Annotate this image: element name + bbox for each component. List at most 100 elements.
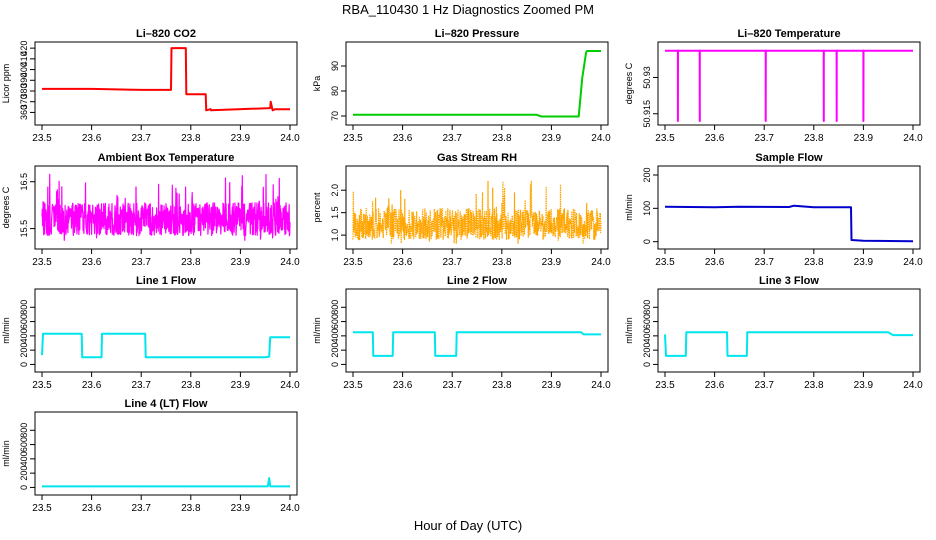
y-tick-label: 400 — [19, 451, 29, 466]
plot-frame — [345, 288, 609, 373]
x-tick-label: 23.7 — [131, 380, 151, 391]
y-tick-label: 200 — [19, 343, 29, 358]
plot-frame — [34, 165, 298, 250]
x-axis-label: Hour of Day (UTC) — [413, 518, 523, 533]
y-tick-label: 15.5 — [19, 220, 29, 238]
plot-frame — [345, 41, 609, 126]
chart-panel: Line 2 Flow 23.5 23.6 23.7 23.8 23.9 24.0 0 2004… — [312, 275, 611, 391]
x-tick-label: 23.7 — [131, 133, 151, 144]
chart-title: Line 2 Flow — [447, 275, 507, 287]
y-tick-label: 0 — [642, 362, 652, 367]
page-title: RBA_110430 1 Hz Diagnostics Zoomed PM — [342, 2, 594, 17]
x-tick-label: 23.6 — [393, 380, 413, 391]
x-tick-label: 23.8 — [492, 380, 512, 391]
x-tick-label: 23.5 — [343, 380, 363, 391]
data-series-line — [664, 331, 913, 357]
x-tick-label: 23.7 — [754, 380, 774, 391]
y-tick-label: 0 — [19, 362, 29, 367]
x-tick-label: 24.0 — [280, 133, 300, 144]
y-tick-label: 200 — [642, 167, 652, 182]
y-tick-label: 600 — [642, 314, 652, 329]
y-tick-label: 600 — [19, 437, 29, 452]
x-tick-label: 23.5 — [655, 380, 675, 391]
x-tick-label: 23.9 — [542, 380, 562, 391]
x-tick-label: 23.5 — [32, 380, 52, 391]
x-tick-label: 24.0 — [591, 380, 611, 391]
y-tick-label: 70 — [330, 111, 340, 121]
y-tick-label: 410 — [19, 51, 29, 66]
y-tick-label: 360 — [19, 105, 29, 120]
x-tick-label: 23.6 — [393, 257, 413, 268]
y-tick-label: 370 — [19, 94, 29, 109]
x-tick-label: 23.7 — [131, 257, 151, 268]
x-tick-label: 24.0 — [280, 503, 300, 514]
y-axis-label: ml/min — [312, 317, 322, 344]
x-tick-label: 23.6 — [82, 133, 102, 144]
x-tick-label: 23.9 — [231, 257, 251, 268]
x-tick-label: 23.8 — [181, 503, 201, 514]
x-tick-label: 23.6 — [82, 380, 102, 391]
x-tick-label: 23.5 — [655, 257, 675, 268]
x-tick-label: 23.8 — [804, 380, 824, 391]
y-tick-label: 400 — [19, 62, 29, 77]
y-tick-label: 400 — [19, 328, 29, 343]
x-tick-label: 23.8 — [804, 133, 824, 144]
data-series-line — [41, 173, 291, 241]
chart-panel: Ambient Box Temperature 23.5 23.6 23.7 23.8 2… — [1, 152, 300, 268]
x-tick-label: 23.5 — [343, 133, 363, 144]
x-tick-label: 23.9 — [231, 503, 251, 514]
chart-panel: Li–820 CO2 23.5 23.6 23.7 23.8 23.9 24.0 360370… — [1, 28, 300, 144]
y-tick-label: 50.93 — [642, 66, 652, 89]
x-tick-label: 23.9 — [854, 380, 874, 391]
chart-title: Ambient Box Temperature — [98, 152, 235, 164]
x-tick-label: 23.8 — [181, 133, 201, 144]
y-tick-label: 390 — [19, 73, 29, 88]
x-tick-label: 23.6 — [705, 133, 725, 144]
data-series-line — [352, 180, 602, 244]
chart-panel: Li–820 Temperature 23.5 23.6 23.7 23.8 23.9 24… — [624, 28, 923, 144]
chart-title: Gas Stream RH — [437, 152, 517, 164]
x-tick-label: 23.9 — [231, 133, 251, 144]
y-tick-label: 600 — [330, 314, 340, 329]
x-tick-label: 23.9 — [231, 380, 251, 391]
x-tick-label: 23.7 — [442, 257, 462, 268]
y-tick-label: 380 — [19, 83, 29, 98]
y-axis-label: ml/min — [624, 194, 634, 221]
chart-panel: Line 4 (LT) Flow 23.5 23.6 23.7 23.8 23.9 24.0… — [1, 398, 300, 514]
chart-panel: Sample Flow 23.5 23.6 23.7 23.8 23.9 24.0 0 100 2… — [624, 152, 923, 268]
x-tick-label: 24.0 — [591, 257, 611, 268]
x-tick-label: 23.6 — [393, 133, 413, 144]
chart-panel: Line 1 Flow 23.5 23.6 23.7 23.8 23.9 24.0 0 2004… — [1, 275, 300, 391]
y-axis-label: Licor ppm — [1, 64, 11, 104]
x-tick-label: 23.8 — [492, 257, 512, 268]
data-series-line — [41, 332, 290, 359]
y-tick-label: 50.915 — [642, 100, 652, 128]
chart-panel: Gas Stream RH 23.5 23.6 23.7 23.8 23.9 24.0 1.0… — [312, 152, 611, 268]
chart-title: Line 1 Flow — [136, 275, 196, 287]
x-tick-label: 23.7 — [131, 503, 151, 514]
y-tick-label: 400 — [642, 328, 652, 343]
x-tick-label: 23.7 — [442, 133, 462, 144]
x-tick-label: 24.0 — [280, 257, 300, 268]
chart-title: Line 3 Flow — [759, 275, 819, 287]
y-axis-label: ml/min — [1, 317, 11, 344]
x-tick-label: 23.9 — [542, 257, 562, 268]
y-tick-label: 90 — [330, 61, 340, 71]
x-tick-label: 23.7 — [754, 133, 774, 144]
x-tick-label: 23.9 — [854, 257, 874, 268]
chart-title: Line 4 (LT) Flow — [125, 398, 208, 410]
x-tick-label: 23.8 — [804, 257, 824, 268]
x-tick-label: 24.0 — [903, 257, 923, 268]
y-tick-label: 200 — [19, 466, 29, 481]
chart-panel: Line 3 Flow 23.5 23.6 23.7 23.8 23.9 24.0 0 2004… — [624, 275, 923, 391]
chart-title: Li–820 CO2 — [136, 28, 196, 40]
x-tick-label: 24.0 — [903, 133, 923, 144]
chart-title: Li–820 Temperature — [737, 28, 840, 40]
data-series-line — [664, 204, 914, 243]
x-tick-label: 23.9 — [542, 133, 562, 144]
plot-frame — [34, 288, 298, 373]
y-tick-label: 0 — [19, 485, 29, 490]
y-axis-label: percent — [312, 192, 322, 223]
y-tick-label: 200 — [330, 343, 340, 358]
